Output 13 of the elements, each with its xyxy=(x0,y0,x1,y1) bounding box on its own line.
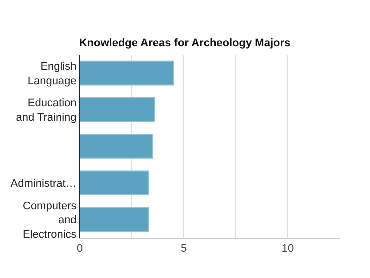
chart-title: Knowledge Areas for Archeology Majors xyxy=(79,38,291,50)
bar xyxy=(80,134,154,159)
bar xyxy=(80,98,156,122)
y-tick-label: Education and Training xyxy=(16,98,77,124)
y-tick-label: English Language xyxy=(28,61,77,88)
bar xyxy=(80,170,150,196)
x-tick-label: 10 xyxy=(282,243,294,256)
bar xyxy=(80,207,150,232)
x-tick-label: 5 xyxy=(180,243,188,256)
bar xyxy=(80,60,174,86)
y-tick-label: Computers and Electronics xyxy=(23,200,78,241)
x-tick-label: 0 xyxy=(76,243,84,256)
y-tick-label: Administrat… xyxy=(10,178,77,190)
